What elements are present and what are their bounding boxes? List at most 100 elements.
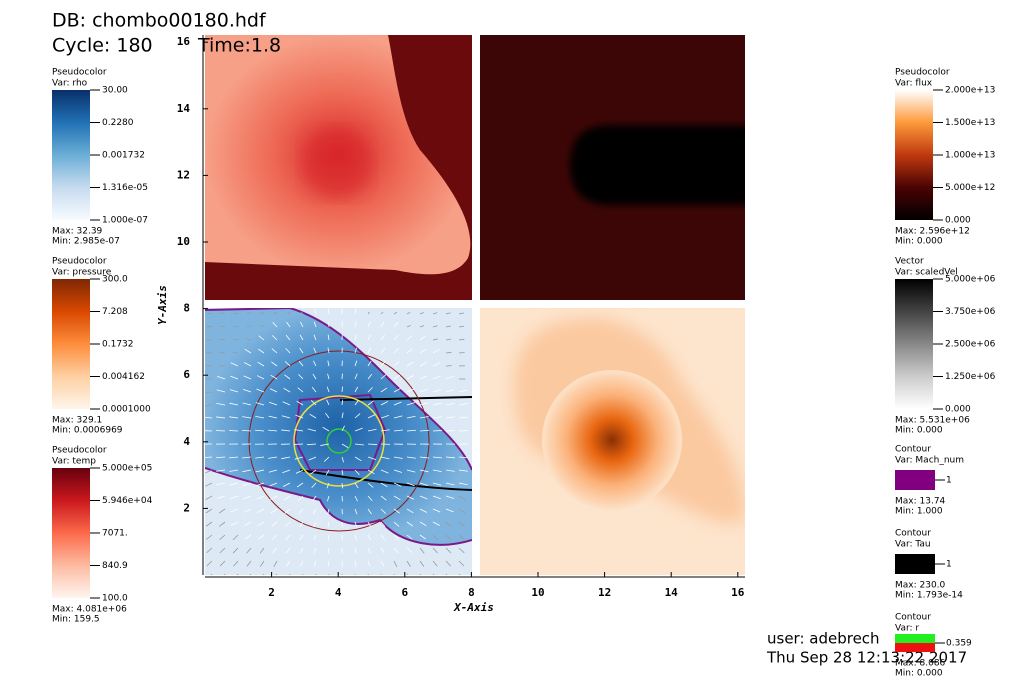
vector-arrow xyxy=(242,482,252,486)
vector-arrow xyxy=(216,495,226,499)
vector-arrow xyxy=(445,508,454,513)
legend-plot: Contour xyxy=(895,529,931,539)
vector-arrow xyxy=(242,416,252,419)
vector-arrow xyxy=(256,495,265,500)
vector-arrow xyxy=(268,415,278,419)
vector-arrow xyxy=(341,443,349,449)
vector-arrow xyxy=(406,560,411,567)
x-axis-title: X-Axis xyxy=(453,601,494,614)
vector-arrow xyxy=(205,508,213,514)
contour-swatch xyxy=(895,634,935,643)
vector-arrow xyxy=(406,534,413,540)
vector-arrow xyxy=(284,508,291,514)
vector-arrow xyxy=(445,534,452,541)
vector-arrow xyxy=(393,534,399,540)
vector-arrow xyxy=(458,416,468,419)
vector-arrow xyxy=(272,547,278,553)
vector-arrow xyxy=(432,456,442,459)
vector-arrow xyxy=(268,469,278,473)
vector-arrow xyxy=(320,443,330,446)
vector-arrow xyxy=(380,495,387,501)
vector-arrow xyxy=(327,360,330,367)
colorbar-label: 1.316e-05 xyxy=(102,183,148,193)
vector-arrow xyxy=(313,347,317,354)
vector-arrow xyxy=(367,443,377,445)
vector-arrow xyxy=(298,374,304,380)
vector-arrow xyxy=(406,508,414,514)
vector-arrow xyxy=(445,402,455,406)
vector-arrow xyxy=(259,560,265,567)
vector-arrow xyxy=(229,430,239,432)
vector-arrow xyxy=(271,348,278,354)
vector-arrow xyxy=(327,521,330,528)
vector-arrow xyxy=(243,495,252,500)
vector-arrow xyxy=(313,360,317,367)
vector-arrow xyxy=(313,560,317,567)
vector-arrow xyxy=(445,521,452,527)
tau-contour xyxy=(299,396,472,491)
vector-arrow xyxy=(229,456,239,459)
vector-arrow xyxy=(393,321,399,328)
vector-arrow xyxy=(276,573,278,575)
vector-arrow xyxy=(216,389,226,393)
vector-arrow xyxy=(367,373,373,380)
vector-arrow xyxy=(205,416,213,419)
vector-arrow xyxy=(432,416,442,419)
vector-arrow xyxy=(210,573,213,575)
vector-arrow xyxy=(380,508,387,514)
vector-arrow xyxy=(367,360,372,367)
vector-arrow xyxy=(380,347,386,354)
vector-arrow xyxy=(393,388,401,393)
vector-arrow xyxy=(271,521,278,527)
vector-arrow xyxy=(354,413,361,419)
vector-arrow xyxy=(354,308,357,315)
vector-arrow xyxy=(406,547,413,553)
vector-arrow xyxy=(393,547,399,554)
vector-arrow xyxy=(244,348,252,354)
vector-arrow xyxy=(243,508,252,513)
vector-arrow xyxy=(272,335,278,341)
vector-arrow xyxy=(307,428,317,432)
vector-arrow xyxy=(393,429,403,432)
vector-arrow xyxy=(325,412,330,419)
vector-arrow xyxy=(406,573,409,575)
x-tick-label: 14 xyxy=(665,586,679,599)
vector-arrow xyxy=(233,560,239,567)
plot-area xyxy=(205,35,745,575)
vector-arrow xyxy=(380,456,390,460)
vector-arrow xyxy=(287,311,291,315)
vector-arrow xyxy=(406,361,414,367)
vector-arrow xyxy=(246,338,252,341)
vector-arrow xyxy=(325,469,330,476)
vector-arrow xyxy=(445,375,454,380)
vector-arrow xyxy=(393,573,395,575)
vector-arrow xyxy=(406,456,416,459)
vector-arrow xyxy=(380,321,385,328)
vector-arrow xyxy=(260,325,265,328)
vector-arrow xyxy=(230,521,239,526)
vector-arrow xyxy=(327,534,330,541)
vector-arrow xyxy=(285,348,291,354)
vector-arrow xyxy=(380,482,388,488)
vector-arrow xyxy=(432,402,442,406)
vector-arrow xyxy=(406,375,414,380)
vector-arrow xyxy=(406,469,416,473)
vector-arrow xyxy=(313,547,317,554)
x-tick-label: 10 xyxy=(531,586,544,599)
vector-arrow xyxy=(314,308,317,315)
vector-arrow xyxy=(419,573,422,575)
vector-arrow xyxy=(367,469,375,475)
vector-arrow xyxy=(445,495,455,499)
legend-min: Min: 0.000 xyxy=(895,426,943,436)
vector-arrow xyxy=(445,573,448,575)
vector-arrow xyxy=(432,348,440,354)
vector-arrow xyxy=(284,361,291,367)
vector-field xyxy=(205,308,469,575)
vector-arrow xyxy=(295,414,304,419)
vector-arrow xyxy=(445,338,452,341)
vector-arrow xyxy=(380,534,385,541)
vector-arrow xyxy=(216,469,226,472)
colorbar-label: 1.000e+13 xyxy=(945,151,995,161)
vector-arrow xyxy=(432,508,441,513)
